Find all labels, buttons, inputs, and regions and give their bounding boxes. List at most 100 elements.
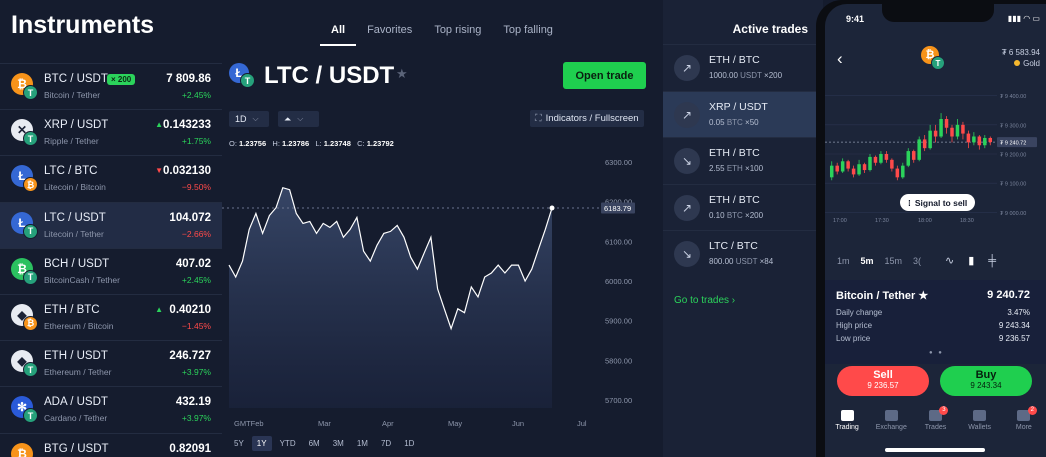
candles-icon[interactable]: ▮ [968,255,989,267]
range-5y[interactable]: 5Y [234,439,244,448]
timeframe-1m[interactable]: 1m [837,256,850,266]
instrument-price: 246.727 [169,350,211,363]
trading-icon [840,410,854,421]
instrument-name: Ethereum / Bitcoin [44,320,114,331]
instrument-change: −1.45% [181,320,211,331]
candlestick-chart[interactable]: ₮ 9 400.00 ₮ 9 300.00 ₮ 9 240.72 ₮ 9 200.00… [825,84,1046,234]
notification-badge: 3 [939,406,949,415]
instrument-price: 0.143233 [163,119,211,132]
arrow-down-icon: ▼ [155,166,163,176]
coin-icon: ₿ [11,442,33,457]
close-label: C: [357,139,365,148]
timeframe-5m[interactable]: 5m [860,256,874,266]
trade-row[interactable]: ↘ LTC / BTC 800.00 USDT ×84 [663,230,823,276]
candle-body [917,139,921,160]
price-chart[interactable]: 6300.00 6200.00 6100.00 6000.00 5900.00 5800.… [222,150,652,435]
instrument-name: Ripple / Tether [44,136,99,147]
x-tick-label: GMTFeb [234,419,264,428]
range-1m[interactable]: 1M [356,439,368,448]
candle-body [857,164,861,175]
leverage-badge: × 200 [107,74,136,85]
trade-pair: XRP / USDT [709,100,768,113]
tab-favorites[interactable]: Favorites [367,24,413,36]
instrument-row[interactable]: ✻ T ADA / USDT Cardano / Tether 432.19 +3.97% [0,386,222,432]
back-arrow-icon[interactable]: ‹ [837,49,843,68]
chart-type-select[interactable]: ⏶ ⌵ [278,111,319,127]
line-chart-icon[interactable]: ∿ [945,255,969,267]
favorite-star-icon[interactable]: ★ [918,290,929,302]
signal-icon: ⁞ [908,197,911,208]
open-value: 1.23756 [239,139,267,148]
instrument-price: 407.02 [175,257,211,270]
trade-row[interactable]: ↗ XRP / USDT 0.05 BTC ×50 [663,90,823,137]
open-trade-button[interactable]: Open trade [563,62,646,89]
instrument-pair: BTC / USDT [44,73,108,85]
trade-row[interactable]: ↗ ETH / BTC 1000.00 USDT ×200 [663,44,823,90]
y-tick-label: ₮ 9 200.00 [1000,153,1026,159]
x-tick-label: May [448,419,462,428]
current-price-box [997,137,1037,148]
arrow-down-right-icon: ↘ [674,241,700,267]
range-ytd[interactable]: YTD [279,439,296,448]
bars-icon[interactable]: ╪ [988,255,1011,267]
instrument-change: −9.50% [181,182,211,193]
nav-more[interactable]: More 2 [1004,406,1044,441]
go-to-trades-link[interactable]: Go to trades › [674,295,736,306]
x-tick-label: 17:00 [833,218,847,224]
trade-amount: 2.55 ETH ×100 [709,164,763,173]
x-tick-label: 18:00 [918,218,932,224]
candle-body [884,154,889,160]
price-area [229,187,552,408]
tab-all[interactable]: All [320,24,357,46]
account-type[interactable]: Gold [1014,59,1040,68]
y-tick-label: 6100.00 [605,237,632,246]
open-label: O: [229,139,237,148]
instrument-row[interactable]: Ł T LTC / USDT Litecoin / Tether 104.072 −2.6… [0,201,222,248]
candle-body [862,164,867,171]
favorite-star-icon[interactable]: ★ [396,66,408,81]
nav-trades[interactable]: Trades 3 [915,406,955,441]
trade-unit: ETH [726,164,743,173]
account-balance[interactable]: ₮ 6 583.94 [1001,48,1040,57]
instrument-name: Litecoin / Bitcoin [44,182,106,193]
trade-unit: USDT [735,257,758,266]
quote-coin-icon: T [23,85,38,100]
instrument-row[interactable]: Ł ₿ LTC / BTC Litecoin / Bitcoin ▼ 0.032130 −9… [0,155,222,201]
instrument-change: +2.45% [181,90,211,100]
trade-row[interactable]: ↘ ETH / BTC 2.55 ETH ×100 [663,137,823,183]
y-tick-label: 6000.00 [605,277,632,286]
trade-amount-value: 1000.00 [709,71,738,80]
range-1y[interactable]: 1Y [251,436,272,451]
range-3m[interactable]: 3M [332,439,344,448]
range-1d[interactable]: 1D [404,439,415,448]
indicators-fullscreen-button[interactable]: ⛶ Indicators / Fullscreen [530,110,644,127]
trade-unit: BTC [726,117,743,127]
nav-wallets[interactable]: Wallets [960,409,1000,441]
trade-row[interactable]: ↗ ETH / BTC 0.10 BTC ×200 [663,183,823,230]
instrument-row[interactable]: ◆ ₿ ETH / BTC Ethereum / Bitcoin ▲ 0.40210 −1.… [0,293,222,340]
price-line [228,186,553,331]
low-price-label: Low price [836,334,871,343]
sell-button[interactable]: Sell 9 236.57 [837,366,929,396]
range-7d[interactable]: 7D [380,439,392,448]
interval-select[interactable]: 1D ⌵ [229,111,269,127]
timeframe-15m[interactable]: 15m [884,256,903,266]
instrument-name: BitcoinCash / Tether [44,274,120,285]
trade-multiplier: ×84 [759,257,774,266]
tab-top-falling[interactable]: Top falling [503,24,553,36]
pair-price: 9 240.72 [987,289,1030,301]
buy-button[interactable]: Buy 9 243.34 [940,366,1032,396]
instrument-row[interactable]: ₿ BTG / USDT 0.82091 [0,432,222,457]
phone-notch [882,4,994,22]
instrument-row[interactable]: ✕ T XRP / USDT Ripple / Tether ▲ 0.143233 +1.7… [0,109,222,155]
signal-to-sell-button[interactable]: ⁞ Signal to sell [900,194,976,211]
tab-top-rising[interactable]: Top rising [434,24,482,36]
nav-exchange[interactable]: Exchange [871,409,911,441]
instrument-row[interactable]: ◆ T ETH / USDT Ethereum / Tether 246.727 +3.9… [0,340,222,386]
nav-trading[interactable]: Trading [827,409,867,441]
range-6m[interactable]: 6M [308,439,320,448]
instrument-row[interactable]: ₿ T BCH / USDT BitcoinCash / Tether 407.02 +2… [0,247,222,294]
instrument-row[interactable]: ₿ T BTC / USDT Bitcoin / Tether × 200 7 809.8… [0,63,222,109]
instrument-price: 0.82091 [169,442,211,455]
timeframe-3([interactable]: 3( [913,256,922,266]
